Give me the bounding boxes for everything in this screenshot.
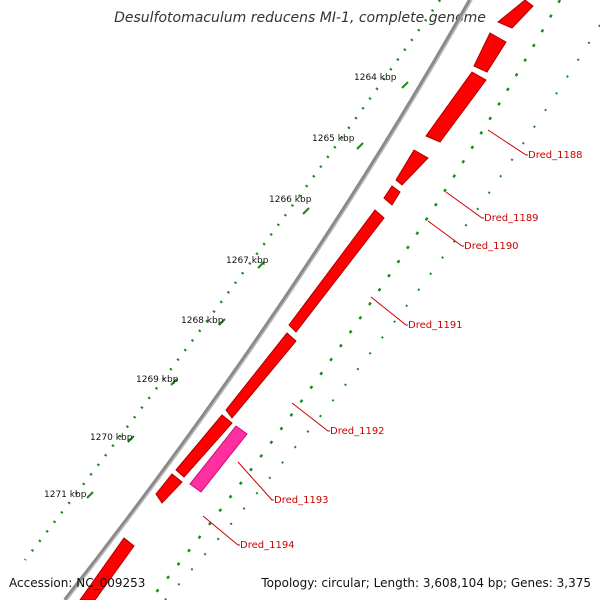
accession-text: Accession: NC_009253 [9, 576, 146, 590]
gene-arrow[interactable] [155, 473, 183, 504]
gene-arrow[interactable] [175, 414, 233, 478]
kbp-label: 1268 kbp [181, 316, 224, 326]
gene-arrow[interactable] [288, 209, 385, 333]
gc-track-inner [149, 0, 562, 600]
gene-label[interactable]: Dred_1190 [464, 241, 519, 252]
kbp-label: 1266 kbp [269, 195, 312, 205]
map-title: Desulfotomaculum reducens MI-1, complete… [114, 10, 486, 26]
genome-backbone [63, 0, 472, 600]
gene-arrow[interactable] [79, 537, 135, 600]
kbp-label: 1271 kbp [44, 490, 87, 500]
kbp-label: 1267 kbp [226, 256, 269, 266]
gene-arrow[interactable] [473, 32, 507, 73]
kbp-label: 1269 kbp [136, 375, 179, 385]
gene-label[interactable]: Dred_1193 [274, 495, 329, 506]
kbp-label: 1264 kbp [354, 73, 397, 83]
gene-arrow[interactable] [225, 332, 297, 419]
gene-arrow[interactable] [383, 185, 401, 206]
gene-label[interactable]: Dred_1189 [484, 213, 539, 224]
gene-label[interactable]: Dred_1188 [528, 150, 583, 161]
gene-arrow[interactable] [395, 149, 429, 186]
gene-arrow[interactable] [425, 71, 487, 143]
kbp-label: 1270 kbp [90, 433, 133, 443]
genome-summary-text: Topology: circular; Length: 3,608,104 bp… [261, 576, 591, 590]
gene-label[interactable]: Dred_1194 [240, 540, 295, 551]
gc-track-outer [24, 0, 442, 561]
gene-label[interactable]: Dred_1192 [330, 426, 385, 437]
gene-arrow[interactable] [497, 0, 534, 29]
kbp-label: 1265 kbp [312, 134, 355, 144]
genome-backbone-highlight [66, 0, 473, 600]
gene-label[interactable]: Dred_1191 [408, 320, 463, 331]
gene-arrow-highlight[interactable] [189, 425, 248, 493]
gc-track-inner-2 [164, 24, 600, 600]
